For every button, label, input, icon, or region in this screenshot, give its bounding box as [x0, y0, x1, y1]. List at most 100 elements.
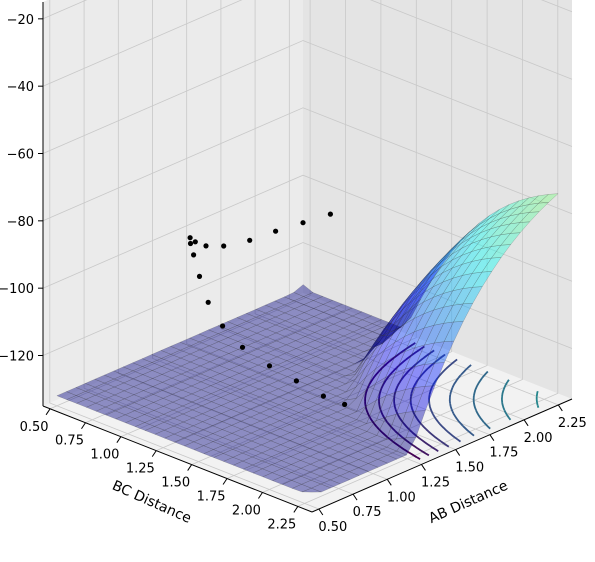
surface-patch — [173, 437, 195, 447]
surface-patch — [142, 386, 164, 395]
surface-patch — [374, 331, 395, 358]
trajectory-point — [342, 401, 348, 407]
z-tick-label: −20 — [7, 13, 34, 28]
x-tick-label: 0.75 — [353, 505, 382, 520]
surface-patch — [264, 300, 286, 310]
surface-patch — [348, 467, 370, 476]
surface-patch — [170, 365, 192, 375]
surface-patch — [290, 452, 311, 461]
surface-patch — [293, 284, 314, 297]
surface-patch — [209, 357, 230, 366]
surface-patch — [162, 393, 184, 403]
x-gridline — [152, 0, 422, 465]
surface-patch — [289, 444, 311, 453]
surface-patch — [269, 428, 291, 437]
surface-patch — [450, 231, 471, 250]
surface-patch — [451, 233, 471, 252]
surface-patch — [230, 405, 251, 414]
surface-patch — [284, 316, 306, 325]
y-tick-label: 2.25 — [267, 517, 296, 532]
surface-patch — [222, 441, 243, 450]
surface-patch — [122, 362, 144, 372]
surface-patch — [290, 468, 312, 477]
y-tick-mark — [258, 492, 263, 499]
surface-patch — [376, 413, 397, 440]
surface-patch — [248, 372, 269, 382]
surface-patch — [232, 460, 254, 470]
surface-patch — [310, 483, 332, 493]
back-pane-right — [303, 0, 572, 399]
surface-patch — [306, 380, 328, 389]
surface-patch — [271, 476, 293, 485]
surface-patch — [404, 344, 425, 370]
surface-patch — [180, 361, 201, 371]
surface-patch — [237, 337, 258, 346]
surface-patch — [133, 390, 154, 399]
surface-patch — [261, 464, 283, 473]
surface-patch — [288, 412, 310, 421]
surface-patch — [231, 436, 253, 446]
surface-patch — [289, 436, 311, 445]
surface-patch — [199, 361, 221, 370]
surface-patch — [242, 464, 264, 474]
surface-patch — [212, 437, 234, 446]
surface-patch — [240, 416, 262, 426]
contour-line — [364, 342, 421, 460]
surface-patch — [401, 284, 422, 310]
x-tick-mark — [523, 419, 529, 427]
surface-patch — [413, 309, 435, 333]
tick-labels: 0.50 0.75 1.00 1.25 1.50 1.75 2.00 2.25 0.50 0.75… — [0, 13, 587, 535]
surface-patch — [353, 348, 375, 360]
x-tick-mark — [557, 404, 563, 412]
surface-patch — [300, 479, 322, 489]
surface-patch — [268, 388, 289, 398]
surface-patch — [248, 380, 270, 390]
surface-patch — [403, 301, 425, 326]
surface-patch — [328, 443, 349, 453]
surface-patch — [452, 286, 473, 306]
surface-patch — [489, 209, 510, 223]
trajectory-point — [203, 243, 209, 249]
surface-patch — [103, 378, 125, 388]
axes-panes — [43, 0, 572, 512]
surface-patch — [271, 468, 293, 477]
surface-patch — [354, 344, 375, 365]
surface-patch — [94, 390, 116, 400]
surface-patch — [142, 378, 164, 387]
surface-patch — [211, 413, 233, 422]
surface-patch — [208, 333, 229, 342]
surface-patch — [338, 455, 360, 464]
surface-patch — [255, 304, 276, 314]
surface-patch — [519, 211, 540, 223]
surface-patch — [181, 393, 203, 403]
trajectory-point — [293, 378, 299, 384]
surface-patch — [208, 349, 230, 358]
surface-patch — [232, 452, 253, 462]
trajectory-point — [320, 393, 326, 399]
surface-patch — [219, 369, 240, 378]
surface-patch — [281, 480, 303, 489]
surface-patch — [265, 316, 286, 326]
surface-patch — [250, 436, 272, 446]
surface-patch — [267, 372, 289, 382]
y-gridline — [156, 0, 417, 451]
z-gridline — [42, 0, 573, 87]
x-tick-mark — [386, 479, 392, 486]
surface-patch — [230, 412, 252, 422]
surface-patch — [335, 386, 357, 401]
surface-patch — [280, 448, 301, 457]
surface-patch — [171, 389, 193, 399]
surface-patch — [218, 345, 239, 354]
surface-patch — [260, 424, 281, 434]
surface-patch — [222, 449, 244, 458]
surface-patch — [153, 406, 174, 415]
surface-patch — [336, 415, 358, 425]
y-tick-label: 1.50 — [161, 476, 190, 491]
surface-patch — [151, 358, 172, 367]
surface-patch — [278, 408, 300, 417]
surface-patch — [332, 303, 353, 313]
surface-patch — [161, 362, 182, 371]
surface-patch — [363, 337, 384, 352]
surface-patch — [364, 329, 385, 359]
